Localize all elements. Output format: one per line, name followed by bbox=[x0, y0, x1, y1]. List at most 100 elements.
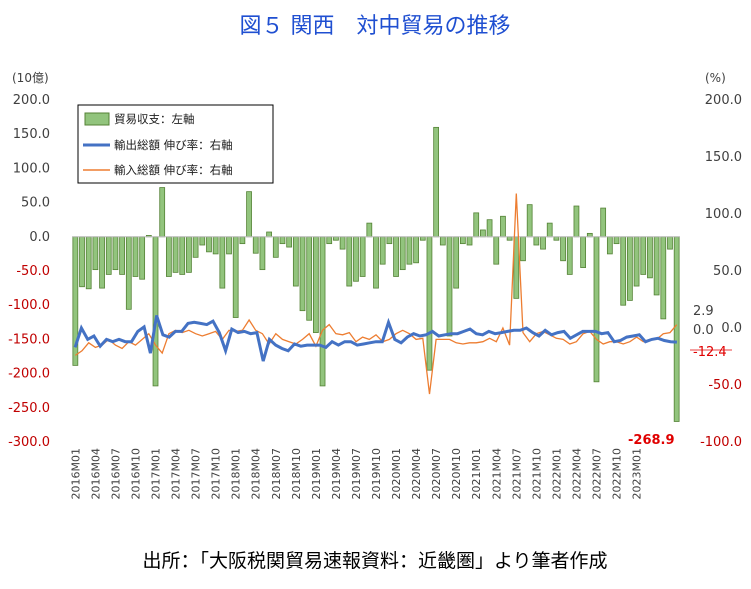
trade-balance-bar bbox=[466, 236, 473, 246]
x-tick-label: 2018M04 bbox=[250, 448, 263, 499]
x-tick-label: 2017M07 bbox=[190, 448, 203, 499]
trade-balance-bar bbox=[419, 236, 426, 241]
trade-balance-bar bbox=[647, 236, 653, 279]
trade-balance-bar bbox=[500, 215, 506, 238]
legend-bar-label: 貿易収支：左軸 bbox=[114, 112, 195, 126]
right-tick-label: 50.0 bbox=[713, 264, 742, 279]
trade-balance-bar bbox=[139, 236, 146, 280]
trade-balance-bar bbox=[413, 236, 419, 264]
trade-balance-bar bbox=[433, 126, 440, 238]
trade-balance-bar bbox=[306, 236, 313, 321]
trade-balance-bar bbox=[533, 236, 540, 246]
trade-balance-bar bbox=[359, 236, 366, 277]
x-tick-label: 2022M10 bbox=[611, 448, 624, 499]
trade-balance-bar bbox=[292, 236, 299, 287]
trade-balance-bar bbox=[226, 236, 232, 255]
trade-balance-bar bbox=[386, 236, 393, 245]
trade-balance-bar bbox=[112, 236, 119, 271]
trade-balance-bar bbox=[486, 219, 493, 238]
trade-balance-bar bbox=[573, 205, 580, 238]
x-axis-ticks: 2016M01 2016M04 2016M07 2016M10 2017M01 2017M… bbox=[69, 448, 643, 499]
trade-balance-bar bbox=[453, 236, 460, 289]
source-note: 出所：「大阪税関貿易速報資料：近畿圏」より筆者作成 bbox=[142, 550, 607, 572]
trade-balance-bar bbox=[586, 232, 593, 238]
trade-balance-bar bbox=[212, 236, 219, 255]
x-tick-label: 2016M04 bbox=[89, 448, 102, 499]
trade-balance-bar bbox=[526, 204, 533, 238]
trade-balance-bar bbox=[439, 236, 446, 246]
trade-balance-bar bbox=[105, 236, 112, 275]
export-last-value-label: -12.4 bbox=[693, 345, 727, 360]
trade-balance-bar bbox=[593, 236, 600, 383]
trade-balance-bar bbox=[540, 236, 546, 250]
trade-balance-bar bbox=[279, 236, 286, 245]
x-tick-label: 2022M07 bbox=[590, 448, 603, 499]
trade-balance-bar bbox=[399, 236, 406, 271]
x-tick-label: 2020M07 bbox=[430, 448, 443, 499]
right-tick-label: 0.0 bbox=[721, 321, 742, 336]
left-tick-label: -300.0 bbox=[8, 435, 50, 450]
trade-balance-bar bbox=[166, 236, 172, 277]
x-tick-label: 2018M07 bbox=[270, 448, 283, 499]
trade-balance-bar bbox=[346, 236, 353, 287]
x-tick-label: 2018M10 bbox=[290, 448, 303, 499]
x-tick-label: 2020M01 bbox=[390, 448, 403, 499]
trade-balance-bar bbox=[667, 236, 673, 250]
right-axis-ticks: 200.0 150.0 100.0 50.0 0.0 -50.0 -100.0 bbox=[700, 93, 742, 450]
left-tick-label: 200.0 bbox=[13, 93, 50, 108]
balance-last-value-label: -268.9 bbox=[628, 433, 675, 448]
x-tick-label: 2016M07 bbox=[109, 448, 122, 499]
trade-balance-bar bbox=[520, 236, 526, 262]
left-axis-ticks: 200.0 150.0 100.0 50.0 0.0 -50.0 -100.0 -150.0 -… bbox=[8, 93, 50, 450]
import-growth-line bbox=[74, 193, 678, 395]
trade-balance-bar bbox=[379, 236, 386, 265]
trade-balance-bar bbox=[125, 236, 132, 310]
trade-balance-bar bbox=[606, 236, 613, 255]
left-axis-unit: (10億) bbox=[12, 71, 49, 85]
trade-balance-bar bbox=[266, 231, 272, 238]
trade-balance-bar bbox=[246, 191, 252, 238]
trade-balance-bar bbox=[566, 236, 573, 275]
right-axis-unit: (%) bbox=[705, 71, 726, 85]
right-tick-label: 100.0 bbox=[705, 207, 742, 222]
x-tick-label: 2021M04 bbox=[490, 448, 503, 499]
x-tick-label: 2018M01 bbox=[230, 448, 243, 499]
trade-balance-bar bbox=[366, 222, 373, 238]
legend-export-label: 輸出総額 伸び率：右軸 bbox=[114, 138, 233, 152]
left-tick-label: 150.0 bbox=[13, 127, 50, 142]
left-tick-label: 50.0 bbox=[21, 196, 50, 211]
export-growth-line bbox=[73, 315, 677, 362]
trade-balance-bar bbox=[373, 236, 379, 289]
trade-balance-bar bbox=[272, 236, 279, 258]
x-tick-label: 2019M04 bbox=[330, 448, 343, 499]
zero-mark-label: 0.0 bbox=[693, 323, 714, 338]
trade-balance-bar bbox=[319, 236, 326, 387]
trade-balance-bar bbox=[239, 236, 246, 245]
trade-balance-bar bbox=[259, 236, 266, 271]
trade-balance-bar bbox=[326, 236, 333, 245]
trade-balance-bar bbox=[132, 236, 139, 277]
x-tick-label: 2021M01 bbox=[470, 448, 483, 499]
x-tick-label: 2017M04 bbox=[170, 448, 183, 499]
trade-balance-bar bbox=[192, 236, 199, 258]
x-tick-label: 2021M10 bbox=[530, 448, 543, 499]
x-tick-label: 2021M07 bbox=[510, 448, 523, 499]
trade-balance-bar bbox=[172, 236, 179, 273]
x-tick-label: 2023M01 bbox=[631, 448, 644, 499]
left-tick-label: -150.0 bbox=[8, 332, 50, 347]
trade-balance-bar bbox=[92, 236, 99, 271]
trade-balance-bar bbox=[620, 236, 627, 306]
trade-balance-bar bbox=[152, 236, 159, 387]
left-tick-label: 100.0 bbox=[13, 161, 50, 176]
trade-balance-bar bbox=[339, 236, 346, 250]
x-tick-label: 2020M04 bbox=[410, 448, 423, 499]
trade-balance-bar bbox=[199, 236, 206, 246]
trade-balance-bar bbox=[219, 236, 226, 289]
trade-balance-bar bbox=[653, 236, 660, 296]
legend: 貿易収支：左軸 輸出総額 伸び率：右軸 輸入総額 伸び率：右軸 bbox=[77, 104, 274, 184]
x-tick-label: 2016M10 bbox=[129, 448, 142, 499]
trade-balance-bar bbox=[633, 236, 640, 287]
x-tick-label: 2020M10 bbox=[450, 448, 463, 499]
legend-bar-swatch bbox=[84, 112, 110, 126]
